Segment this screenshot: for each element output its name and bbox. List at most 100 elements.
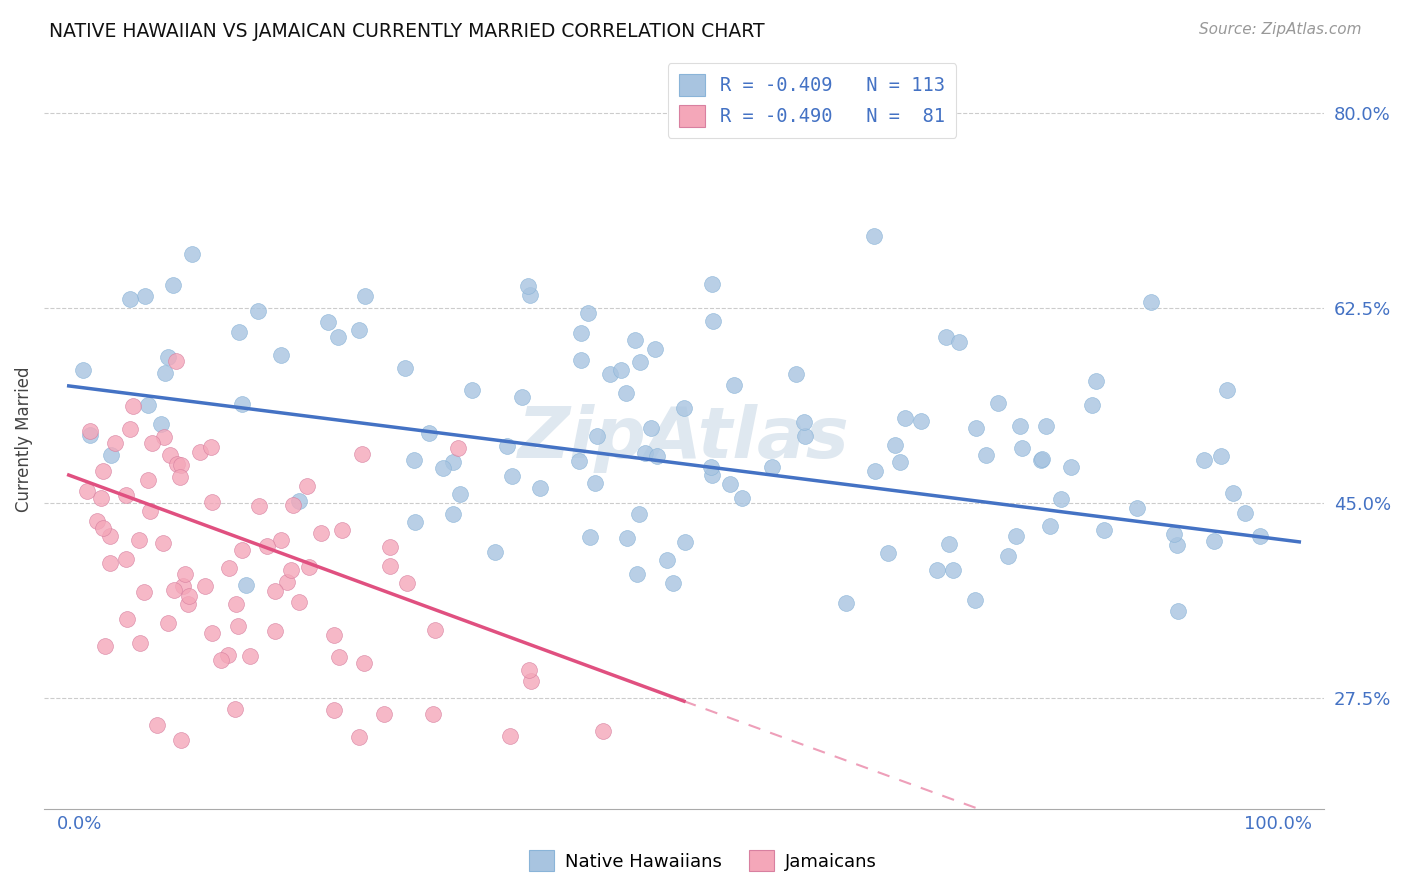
Point [1163,526,1185,541]
Point [1126,501,1149,516]
Point [100,449,122,463]
Point [353,657,375,671]
Point [893,410,915,425]
Point [402,453,425,467]
Point [181,247,204,261]
Point [170,458,193,472]
Point [997,549,1019,563]
Point [432,461,454,475]
Text: 0.0%: 0.0% [56,814,101,833]
Point [311,525,333,540]
Point [134,289,156,303]
Point [628,507,651,521]
Point [91,464,114,478]
Point [1039,519,1062,533]
Point [835,596,858,610]
Point [935,330,957,344]
Point [626,566,648,581]
Point [287,594,309,608]
Point [1031,452,1053,467]
Point [700,459,723,474]
Point [1167,605,1189,619]
Point [287,493,309,508]
Point [149,417,172,431]
Point [519,287,541,301]
Point [731,491,754,505]
Legend: Native Hawaiians, Jamaicans: Native Hawaiians, Jamaicans [522,843,884,879]
Point [157,615,180,630]
Point [94,639,117,653]
Point [79,428,101,442]
Point [114,488,136,502]
Point [568,454,591,468]
Point [263,583,285,598]
Point [404,515,426,529]
Point [585,428,607,442]
Point [672,401,695,416]
Point [120,422,142,436]
Point [347,730,370,744]
Point [862,229,884,244]
Point [235,577,257,591]
Point [520,673,543,688]
Point [793,416,815,430]
Point [965,421,987,435]
Point [162,277,184,292]
Point [129,636,152,650]
Point [139,504,162,518]
Point [447,441,470,455]
Point [1166,538,1188,552]
Point [517,663,540,677]
Point [146,717,169,731]
Point [122,399,145,413]
Point [153,366,176,380]
Point [495,440,517,454]
Point [231,397,253,411]
Point [247,500,270,514]
Point [169,470,191,484]
Point [263,624,285,639]
Point [322,628,344,642]
Point [200,440,222,454]
Point [322,703,344,717]
Point [276,575,298,590]
Point [614,386,637,401]
Point [176,598,198,612]
Point [1192,453,1215,467]
Point [152,430,174,444]
Point [98,556,121,570]
Point [1031,453,1053,467]
Point [91,521,114,535]
Point [499,729,522,743]
Point [90,491,112,506]
Point [352,447,374,461]
Point [156,351,179,365]
Point [610,362,633,376]
Point [295,479,318,493]
Point [529,482,551,496]
Point [794,429,817,443]
Point [298,560,321,574]
Point [283,498,305,512]
Point [461,383,484,397]
Point [224,702,246,716]
Point [723,377,745,392]
Text: 100.0%: 100.0% [1243,814,1312,833]
Point [270,347,292,361]
Point [571,326,593,341]
Point [1140,294,1163,309]
Point [280,563,302,577]
Point [194,579,217,593]
Point [256,539,278,553]
Point [1080,398,1102,412]
Point [963,593,986,607]
Point [353,289,375,303]
Point [201,495,224,509]
Point [179,589,201,603]
Point [170,733,193,747]
Point [576,306,599,320]
Y-axis label: Currently Married: Currently Married [15,366,32,512]
Point [1084,374,1107,388]
Point [136,398,159,412]
Point [188,444,211,458]
